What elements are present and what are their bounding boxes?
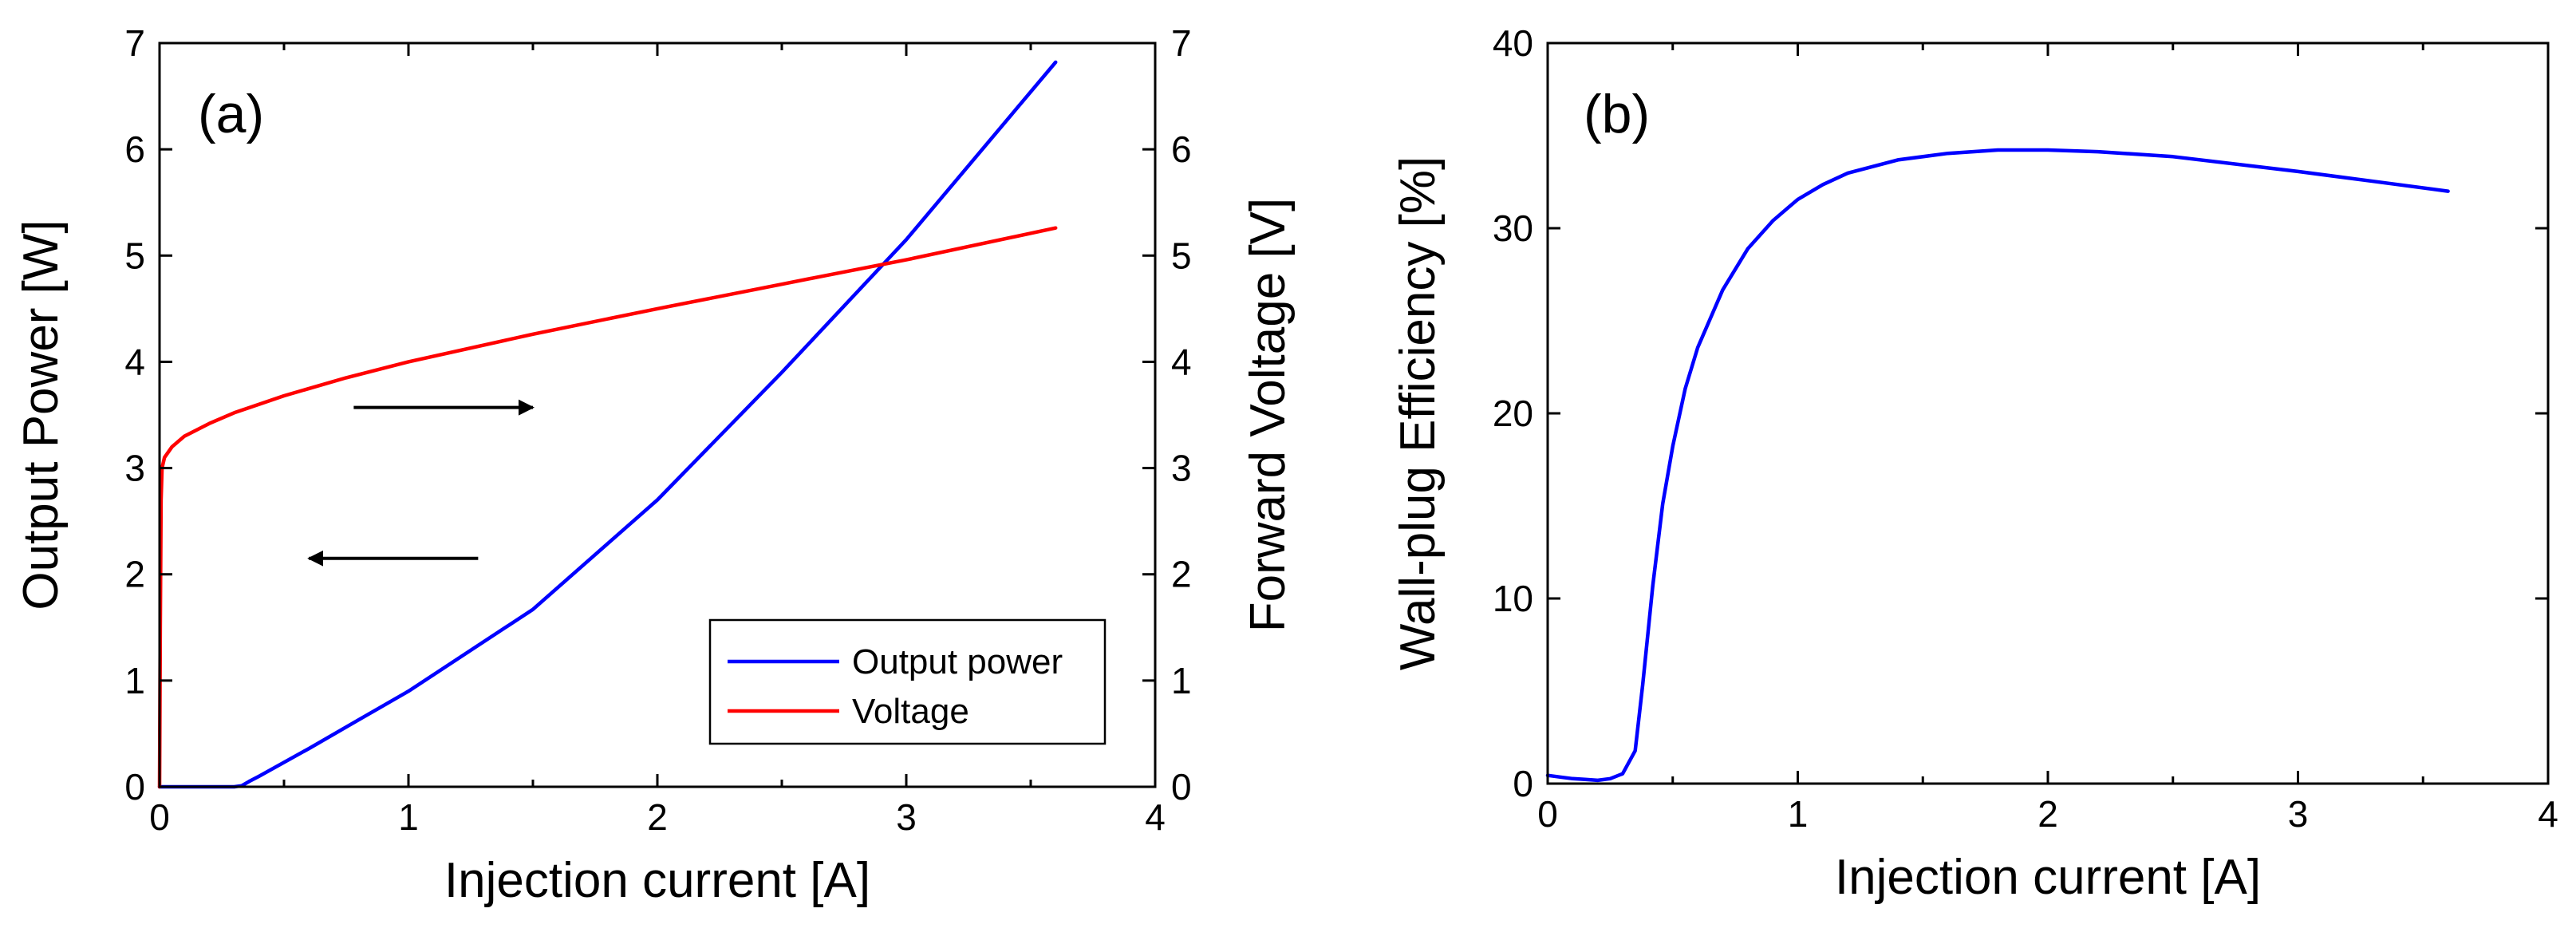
y-axis-label: Wall-plug Efficiency [%] (1391, 156, 1446, 670)
plot-frame (1546, 41, 2550, 785)
x-axis-label: Injection current [A] (444, 853, 870, 908)
y-tick-label: 3 (124, 448, 145, 489)
y-tick-label: 0 (1513, 763, 1533, 804)
x-tick-label: 0 (1537, 793, 1558, 835)
y-axis-label: Output Power [W] (14, 219, 69, 610)
x-tick-label: 2 (2038, 793, 2058, 835)
y-tick-label: 1 (124, 660, 145, 701)
y-tick-label: 7 (124, 22, 145, 64)
series-line-wall-plug-efficiency (1545, 148, 2450, 783)
x-tick-label: 3 (2288, 793, 2309, 835)
x-tick-label: 1 (398, 796, 419, 838)
legend-label: Output power (852, 642, 1063, 681)
x-axis-label: Injection current [A] (1835, 850, 2261, 905)
y-tick-label: 4 (124, 341, 145, 382)
y-tick-label: 2 (124, 554, 145, 595)
series-line-voltage (157, 226, 1058, 789)
panel-label: (b) (1584, 84, 1650, 144)
x-tick-label: 1 (1788, 793, 1809, 835)
y2-tick-label: 3 (1171, 448, 1192, 489)
y2-tick-label: 2 (1171, 554, 1192, 595)
x-tick-label: 4 (1145, 796, 1166, 838)
y2-tick-label: 6 (1171, 128, 1192, 170)
y2-tick-label: 5 (1171, 235, 1192, 276)
y-tick-label: 40 (1493, 22, 1533, 64)
x-tick-label: 2 (647, 796, 668, 838)
y-tick-label: 20 (1493, 393, 1533, 434)
y-tick-label: 6 (124, 128, 145, 170)
legend: Output power Voltage (708, 618, 1107, 745)
y2-tick-label: 4 (1171, 341, 1192, 382)
y2-tick-label: 7 (1171, 22, 1192, 64)
y-tick-label: 5 (124, 235, 145, 276)
y-tick-label: 30 (1493, 207, 1533, 249)
y-tick-label: 10 (1493, 578, 1533, 619)
y2-axis-label: Forward Voltage [V] (1241, 198, 1296, 633)
legend-box (708, 618, 1107, 745)
y2-tick-label: 0 (1171, 766, 1192, 808)
legend-label: Voltage (852, 692, 969, 731)
x-tick-label: 4 (2538, 793, 2558, 835)
y-tick-label: 0 (124, 766, 145, 808)
x-tick-label: 3 (896, 796, 917, 838)
y2-tick-label: 1 (1171, 660, 1192, 701)
x-tick-label: 0 (149, 796, 170, 838)
panel-label: (a) (198, 84, 264, 144)
